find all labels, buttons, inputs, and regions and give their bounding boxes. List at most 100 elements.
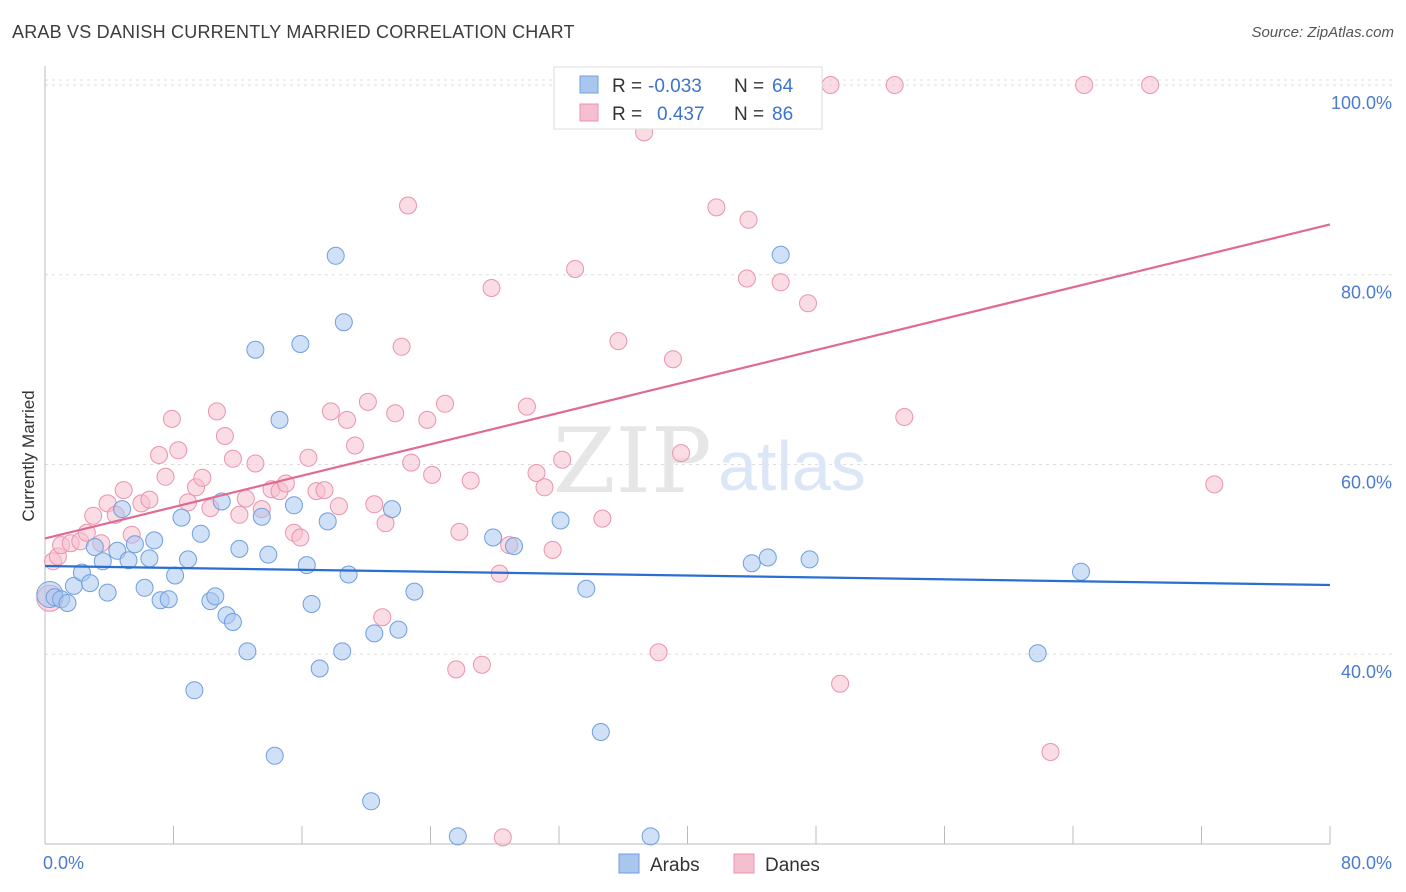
dane-point (543, 540, 562, 559)
arab-point (641, 827, 660, 846)
arab-point (405, 582, 424, 601)
dane-point (553, 450, 572, 469)
dane-point (737, 269, 756, 288)
dane-point (799, 294, 817, 313)
dane-point (771, 273, 790, 292)
arab-point (326, 246, 345, 265)
legend-swatch-danes (579, 103, 599, 122)
arab-point (223, 613, 242, 631)
arab-point (270, 410, 289, 429)
watermark-zip: ZIP (553, 409, 712, 514)
legend-swatch-arabs (579, 75, 599, 94)
arab-point (125, 535, 144, 554)
arab-point (302, 595, 321, 613)
arab-point (252, 507, 271, 526)
legend-n-label-arabs: N = (734, 76, 764, 97)
dane-point (140, 490, 159, 509)
dane-point (482, 279, 501, 297)
y-axis-title: Currently Married (19, 390, 38, 521)
dane-point (223, 449, 242, 468)
arab-point (800, 550, 819, 569)
arab-point (58, 594, 77, 612)
watermark-atlas: atlas (718, 427, 866, 505)
dane-point (373, 608, 392, 627)
legend-n-value-arabs: 64 (772, 76, 794, 97)
dane-point (493, 828, 512, 847)
dane-point (291, 528, 310, 547)
arab-point (1028, 644, 1047, 663)
dane-point (739, 210, 758, 229)
dane-point (193, 468, 212, 487)
dane-point (831, 674, 850, 693)
arab-point (191, 524, 210, 543)
arab-point (259, 545, 278, 564)
dane-point (450, 522, 469, 541)
source-label: Source: ZipAtlas.com (1251, 24, 1394, 41)
dane-trend-line (44, 223, 1331, 540)
arab-point (362, 792, 381, 811)
arab-point (310, 659, 329, 678)
arab-point (230, 539, 249, 558)
dane-point (162, 409, 181, 428)
dane-point (150, 446, 168, 464)
arab-point (246, 340, 265, 359)
dane-point (1205, 475, 1224, 494)
dane-point (423, 465, 442, 484)
dane-point (207, 402, 226, 421)
y-tick-label: 40.0% (1341, 662, 1392, 682)
trend-lines (44, 223, 1331, 587)
dane-point (885, 76, 904, 94)
chart-title: ARAB VS DANISH CURRENTLY MARRIED CORRELA… (12, 22, 575, 42)
arab-point (185, 681, 204, 700)
arab-point (771, 245, 790, 264)
dane-point (593, 509, 612, 528)
y-tick-label: 80.0% (1341, 283, 1392, 303)
arab-point (265, 746, 284, 765)
arab-point (119, 551, 138, 570)
dane-point (329, 497, 348, 516)
bottom-legend-label-arabs: Arabs (650, 855, 700, 876)
y-tick-label: 60.0% (1341, 472, 1392, 492)
dane-point (84, 506, 103, 525)
dane-point (215, 427, 234, 445)
y-tick-label: 100.0% (1331, 93, 1392, 113)
legend-r-label-arabs: R = (612, 76, 642, 97)
dane-point (246, 454, 265, 473)
dane-point (365, 495, 384, 514)
correlation-legend: R = -0.033 N = 64 R = 0.437 N = 86 (553, 66, 823, 130)
dane-point (609, 332, 628, 351)
dane-point (664, 350, 682, 369)
dane-point (461, 471, 480, 490)
series-legend: Arabs Danes (618, 853, 820, 876)
arabs-points (36, 245, 1090, 846)
dane-point (169, 441, 188, 460)
legend-r-value-danes: 0.437 (657, 104, 705, 125)
arab-point (140, 549, 159, 568)
arab-point (145, 531, 164, 550)
arab-point (365, 624, 384, 643)
watermark: ZIP atlas (553, 409, 866, 514)
dane-point (821, 76, 840, 94)
arab-point (172, 508, 191, 527)
arab-point (383, 500, 401, 519)
arab-point (333, 642, 352, 661)
x-tick-label-min: 0.0% (43, 853, 84, 873)
arab-point (291, 335, 310, 353)
dane-point (114, 481, 133, 500)
dane-point (230, 505, 249, 524)
arab-point (166, 566, 185, 585)
arab-point (505, 537, 523, 556)
legend-r-value-arabs: -0.033 (648, 76, 702, 97)
dane-point (895, 408, 914, 426)
dane-point (566, 260, 585, 278)
arab-point (135, 578, 154, 597)
dane-point (447, 660, 466, 679)
bottom-legend-swatch-danes (733, 853, 755, 874)
dane-point (707, 198, 726, 217)
arab-point (81, 574, 99, 593)
legend-n-value-danes: 86 (772, 104, 793, 125)
dane-point (358, 392, 377, 411)
arab-point (591, 723, 610, 741)
arab-point (238, 642, 257, 661)
arab-point (1072, 562, 1090, 581)
